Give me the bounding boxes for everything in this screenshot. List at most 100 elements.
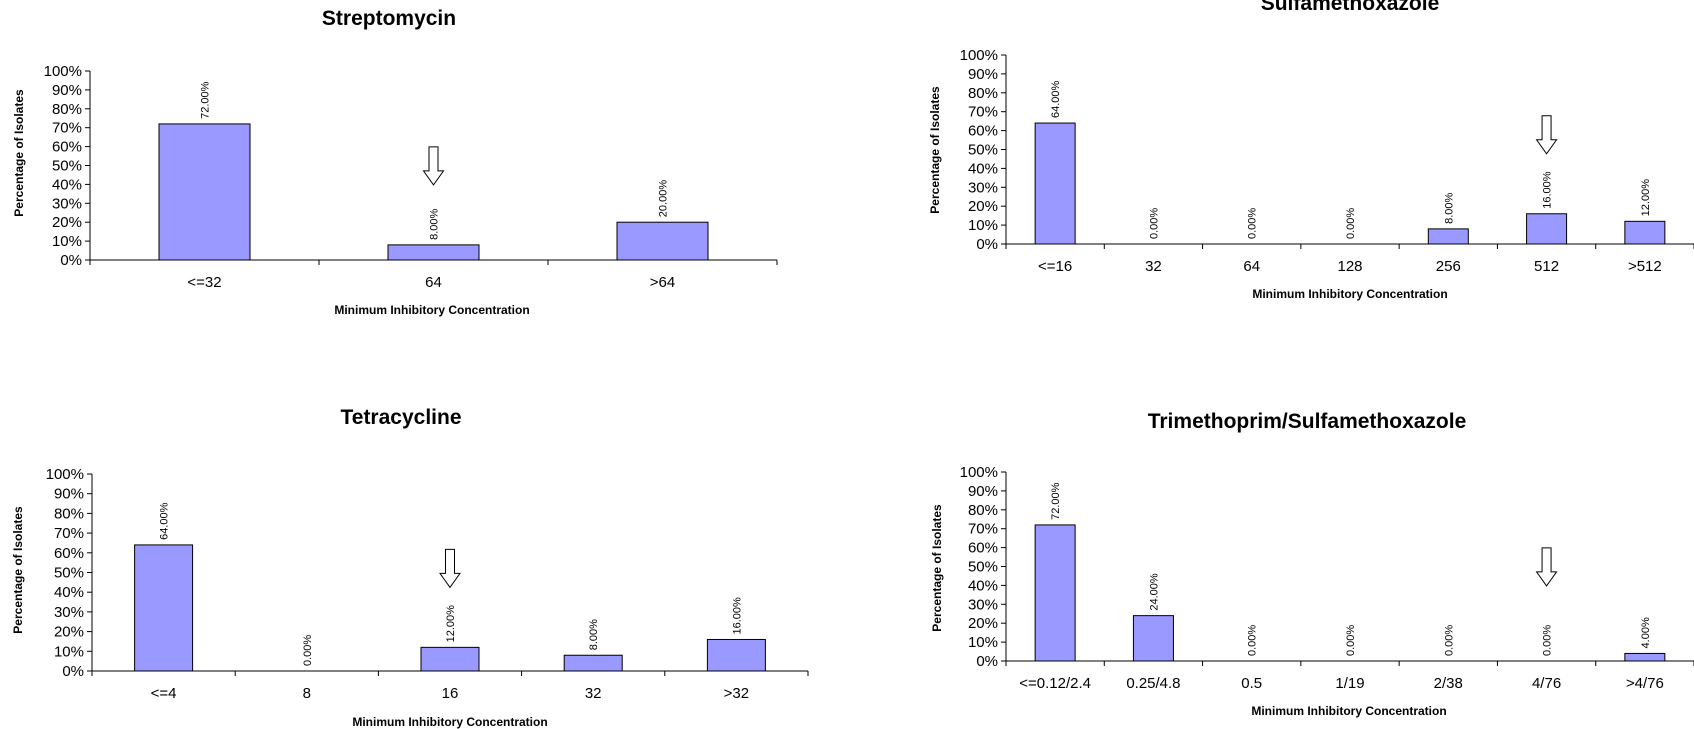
y-tick-label: 10% [968, 634, 998, 651]
data-label: 64.00% [159, 502, 171, 540]
y-tick-label: 70% [52, 120, 82, 137]
bar [706, 638, 766, 672]
y-tick-label: 80% [968, 502, 998, 519]
bar [616, 221, 709, 261]
y-tick-label: 70% [54, 525, 84, 542]
breakpoint-arrow-icon [1535, 115, 1558, 155]
breakpoint-arrow-icon [439, 548, 461, 589]
data-label: 12.00% [445, 605, 457, 643]
y-tick-label: 0% [976, 653, 998, 670]
y-tick-label: 60% [968, 123, 998, 140]
y-tick-label: 60% [54, 545, 84, 562]
x-tick-label: 128 [1337, 258, 1362, 275]
data-label: 24.00% [1148, 573, 1160, 611]
data-label: 0.00% [1443, 625, 1455, 656]
x-axis-label: Minimum Inhibitory Concentration [334, 303, 530, 317]
data-label: 0.00% [1247, 208, 1259, 239]
y-tick-label: 40% [52, 176, 82, 193]
bar [387, 244, 480, 261]
y-tick-label: 30% [52, 195, 82, 212]
bar [1034, 524, 1076, 662]
x-tick-label: 8 [303, 685, 311, 702]
x-tick-label: 512 [1534, 258, 1559, 275]
y-tick-label: 40% [968, 160, 998, 177]
bar [563, 654, 623, 672]
x-tick-label: 32 [585, 685, 602, 702]
data-label: 16.00% [731, 597, 743, 635]
y-tick-label: 30% [54, 604, 84, 621]
y-tick-label: 50% [52, 158, 82, 175]
bar [1132, 615, 1174, 662]
bar [420, 646, 480, 672]
y-tick-label: 40% [54, 584, 84, 601]
data-label: 72.00% [1050, 482, 1062, 520]
x-tick-label: <=16 [1038, 258, 1072, 275]
y-tick-label: 100% [44, 63, 82, 80]
chart-title: Trimethoprim/Sulfamethoxazole [1147, 410, 1467, 433]
y-tick-label: 100% [960, 47, 998, 64]
y-tick-label: 60% [968, 540, 998, 557]
data-label: 0.00% [1247, 625, 1259, 656]
y-tick-label: 80% [968, 85, 998, 102]
x-tick-label: 256 [1436, 258, 1461, 275]
y-tick-label: 70% [968, 104, 998, 121]
x-tick-label: 32 [1145, 258, 1162, 275]
y-tick-label: 20% [52, 214, 82, 231]
chart-title: Tetracycline [340, 406, 462, 429]
y-tick-label: 50% [968, 142, 998, 159]
y-tick-label: 80% [54, 505, 84, 522]
chart-title: Sulfamethoxazole [1260, 0, 1440, 15]
bar [134, 544, 194, 672]
y-tick-label: 0% [976, 236, 998, 253]
y-tick-label: 30% [968, 596, 998, 613]
x-tick-label: >32 [724, 685, 749, 702]
y-tick-label: 90% [968, 483, 998, 500]
y-tick-label: 50% [968, 559, 998, 576]
data-label: 0.00% [1148, 208, 1160, 239]
data-label: 8.00% [429, 208, 441, 239]
breakpoint-arrow-icon [1535, 547, 1558, 587]
x-tick-label: >64 [650, 274, 675, 291]
y-tick-label: 20% [968, 198, 998, 215]
y-tick-label: 90% [54, 486, 84, 503]
y-tick-label: 0% [62, 663, 84, 680]
x-tick-label: 0.5 [1241, 675, 1262, 692]
x-tick-label: 0.25/4.8 [1126, 675, 1180, 692]
x-tick-label: 1/19 [1335, 675, 1364, 692]
x-tick-label: >4/76 [1626, 675, 1664, 692]
y-tick-label: 100% [46, 466, 84, 483]
data-label: 0.00% [1345, 625, 1357, 656]
data-label: 12.00% [1640, 179, 1652, 217]
data-label: 64.00% [1050, 81, 1062, 119]
x-tick-label: 4/76 [1532, 675, 1561, 692]
y-tick-label: 40% [968, 577, 998, 594]
y-tick-label: 100% [960, 464, 998, 481]
x-tick-label: 2/38 [1434, 675, 1463, 692]
data-label: 0.00% [1345, 208, 1357, 239]
y-tick-label: 90% [52, 82, 82, 99]
data-label: 8.00% [1443, 192, 1455, 223]
x-tick-label: <=32 [187, 274, 221, 291]
y-tick-label: 10% [52, 233, 82, 250]
x-tick-label: <=4 [151, 685, 177, 702]
bar [1624, 220, 1666, 245]
data-label: 4.00% [1640, 617, 1652, 648]
data-label: 20.00% [658, 180, 670, 218]
y-tick-label: 0% [60, 252, 82, 269]
data-label: 0.00% [302, 635, 314, 666]
data-label: 8.00% [588, 619, 600, 650]
bar [1526, 213, 1568, 245]
y-tick-label: 10% [968, 217, 998, 234]
chart-title: Streptomycin [321, 7, 457, 30]
x-axis-label: Minimum Inhibitory Concentration [352, 715, 548, 729]
x-tick-label: 64 [425, 274, 442, 291]
data-label: 16.00% [1542, 171, 1554, 209]
data-label: 72.00% [200, 81, 212, 119]
x-tick-label: 16 [442, 685, 459, 702]
bar [1624, 652, 1666, 662]
data-label: 0.00% [1542, 625, 1554, 656]
y-tick-label: 60% [52, 139, 82, 156]
x-tick-label: <=0.12/2.4 [1019, 675, 1091, 692]
